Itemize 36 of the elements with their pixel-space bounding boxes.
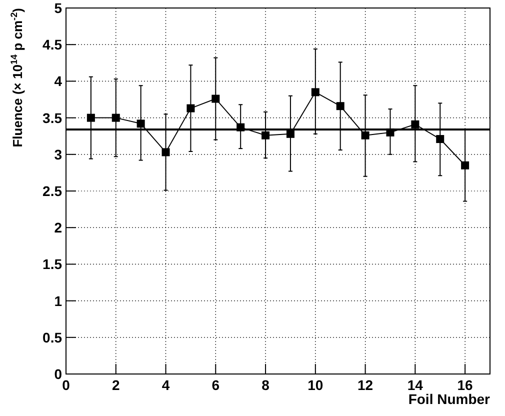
y-tick-label: 3 — [54, 146, 62, 162]
point — [162, 148, 170, 156]
y-tick-label: 2 — [54, 220, 62, 236]
point — [236, 123, 245, 132]
point — [411, 120, 420, 128]
point — [186, 104, 195, 112]
x-tick-label: 12 — [358, 377, 374, 393]
y-tick-label: 1 — [54, 292, 62, 309]
x-axis-title: Foil Number — [408, 391, 491, 407]
point — [436, 135, 444, 144]
point — [361, 131, 370, 140]
y-tick-label: 2.5 — [42, 183, 62, 199]
point — [386, 128, 394, 136]
y-tick-label: 5 — [54, 0, 62, 16]
point — [112, 114, 120, 122]
y-tick-label: 4.5 — [42, 36, 62, 53]
x-tick-label: 16 — [457, 377, 474, 393]
point — [212, 94, 220, 103]
y-tick-label: 4 — [54, 73, 62, 90]
y-tick-label: 3.5 — [42, 110, 62, 126]
x-tick-label: 10 — [308, 377, 324, 393]
y-tick-label: 0.5 — [42, 329, 62, 346]
x-tick-label: 4 — [162, 377, 170, 393]
point — [461, 161, 470, 170]
x-tick-label: 8 — [262, 377, 270, 393]
point — [86, 114, 95, 122]
point — [286, 130, 294, 138]
point — [262, 131, 270, 140]
y-tick-label: 1.5 — [42, 256, 62, 272]
point — [311, 88, 320, 96]
y-tick-label: 0 — [54, 366, 62, 382]
point — [336, 102, 344, 110]
x-tick-label: 14 — [407, 377, 424, 393]
x-tick-label: 2 — [112, 377, 120, 393]
point — [136, 120, 145, 128]
x-tick-label: 6 — [212, 377, 220, 393]
